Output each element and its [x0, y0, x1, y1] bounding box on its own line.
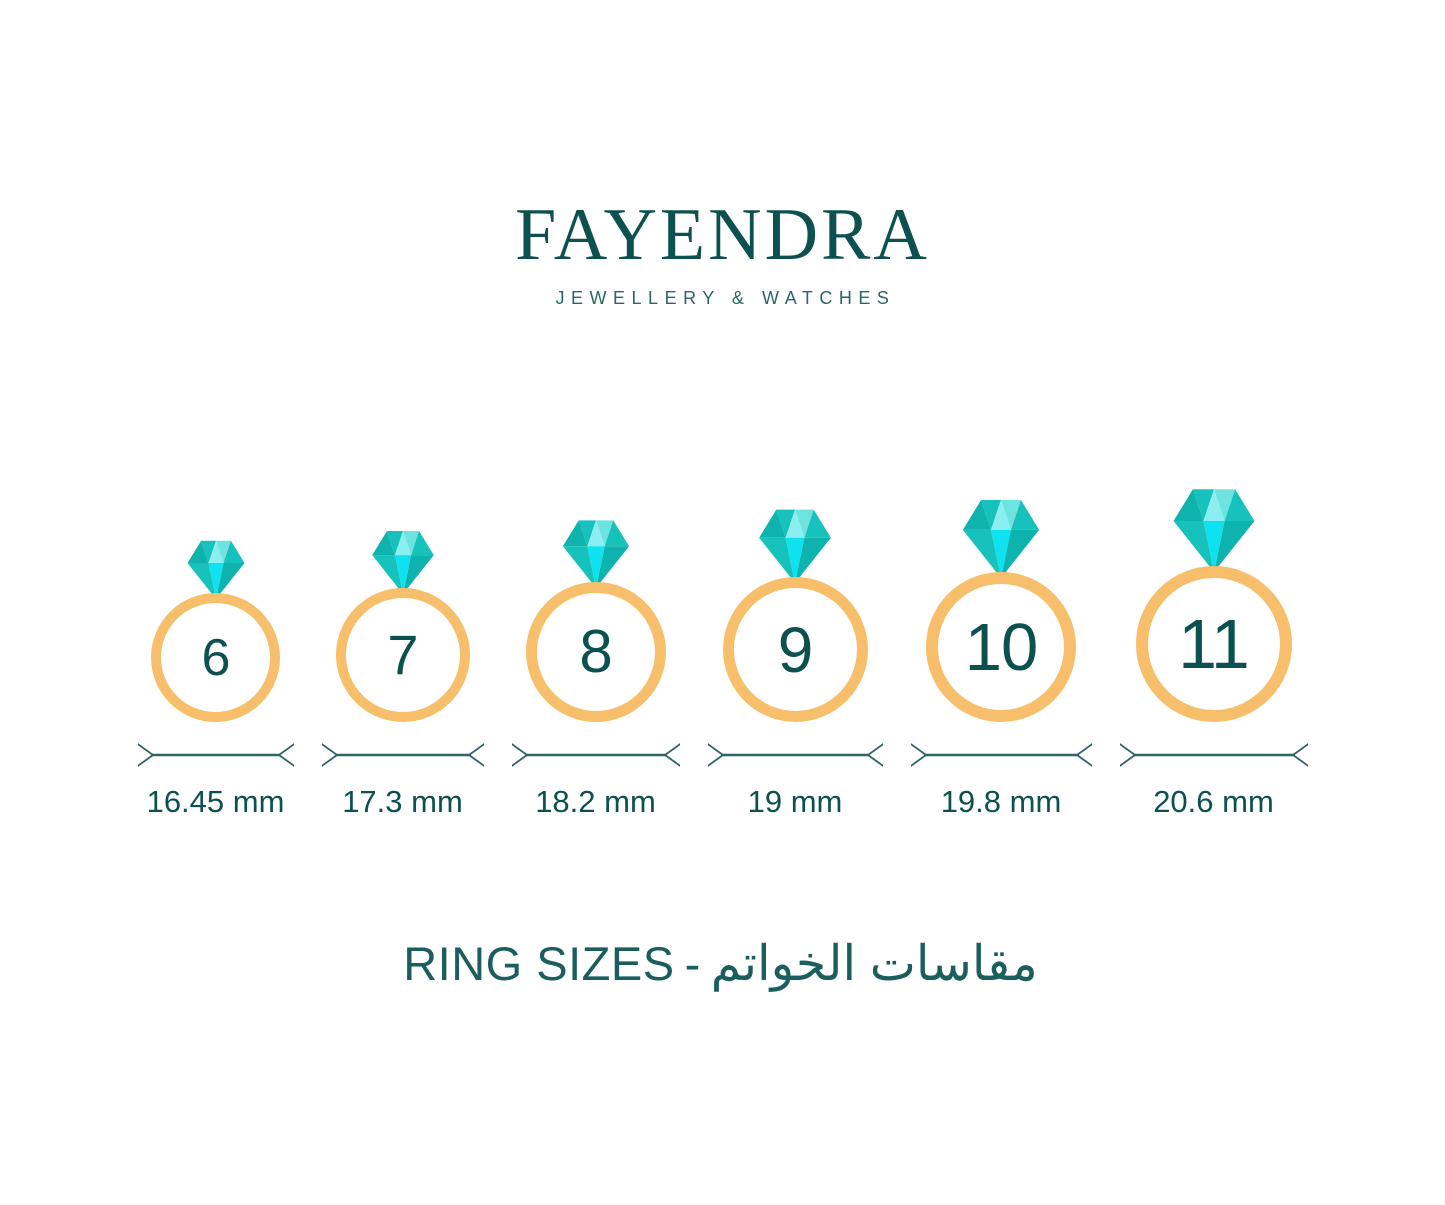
- ring-size-cell[interactable]: 10 19.8 mm: [897, 440, 1106, 820]
- ring-size-cell[interactable]: 11 20.6 mm: [1106, 440, 1322, 820]
- dimension-line: [321, 740, 484, 770]
- diamond-gem-icon: [759, 509, 831, 583]
- measurement-label: 19 mm: [747, 784, 843, 819]
- ring-size-number: 8: [579, 618, 612, 685]
- dimension-line: [1119, 740, 1308, 770]
- ring-size-number: 7: [387, 623, 418, 686]
- ring-band: 9: [722, 577, 868, 722]
- ring-size-number: 10: [964, 609, 1039, 685]
- ring-size-cell[interactable]: 9 19 mm: [694, 440, 897, 820]
- diamond-gem-icon: [562, 520, 629, 588]
- ring-size-cell[interactable]: 8 18.2 mm: [498, 440, 694, 820]
- diamond-gem-icon: [371, 531, 434, 594]
- caption-arabic: مقاسات الخواتم: [710, 937, 1038, 991]
- dimension-line: [707, 740, 883, 770]
- brand-name: FAYENDRA: [515, 194, 930, 276]
- caption-english: RING SIZES: [403, 937, 675, 990]
- dimension-arrow-icon: [321, 743, 484, 767]
- ring-illustration: 9: [722, 505, 868, 722]
- measurement-label: 20.6 mm: [1153, 784, 1274, 819]
- ring-illustration: 6: [151, 537, 280, 722]
- diamond-gem-icon: [962, 499, 1040, 578]
- measurement-label: 19.8 mm: [940, 784, 1062, 819]
- ring-band: 7: [335, 588, 470, 722]
- ring-band: 8: [525, 582, 666, 722]
- ring-size-row: 6 16.45 mm 7 17.3 mm 8 18.2 mm 9 19 mm 10 19.8 mm…: [0, 440, 1445, 820]
- dimension-arrow-icon: [511, 743, 680, 767]
- ring-size-number: 9: [777, 613, 814, 686]
- ring-band: 11: [1135, 566, 1292, 722]
- ring-illustration: 10: [926, 495, 1076, 722]
- dimension-line: [137, 740, 294, 770]
- ring-size-number: 11: [1178, 605, 1250, 683]
- dimension-arrow-icon: [707, 743, 883, 767]
- dimension-line: [910, 740, 1092, 770]
- caption-separator: -: [684, 937, 701, 990]
- dimension-line: [511, 740, 680, 770]
- ring-illustration: 7: [335, 527, 470, 722]
- dimension-arrow-icon: [910, 743, 1092, 767]
- measurement-label: 16.45 mm: [146, 784, 285, 819]
- ring-size-cell[interactable]: 7 17.3 mm: [308, 440, 498, 820]
- measurement-label: 18.2 mm: [535, 784, 656, 819]
- ring-band: 6: [151, 593, 280, 722]
- ring-illustration: 11: [1135, 484, 1292, 722]
- ring-size-cell[interactable]: 6 16.45 mm: [124, 440, 308, 820]
- dimension-arrow-icon: [137, 743, 294, 767]
- brand-tagline: JEWELLERY & WATCHES: [555, 288, 896, 308]
- brand-logo: FAYENDRA JEWELLERY & WATCHES: [0, 198, 1445, 309]
- page-title: RING SIZES - مقاسات الخواتم: [0, 935, 1445, 992]
- diamond-gem-icon: [1173, 489, 1254, 572]
- diamond-gem-icon: [186, 540, 245, 599]
- dimension-arrow-icon: [1119, 743, 1308, 767]
- ring-illustration: 8: [525, 516, 666, 722]
- ring-size-number: 6: [201, 628, 231, 687]
- ring-band: 10: [926, 572, 1076, 722]
- measurement-label: 17.3 mm: [342, 784, 463, 819]
